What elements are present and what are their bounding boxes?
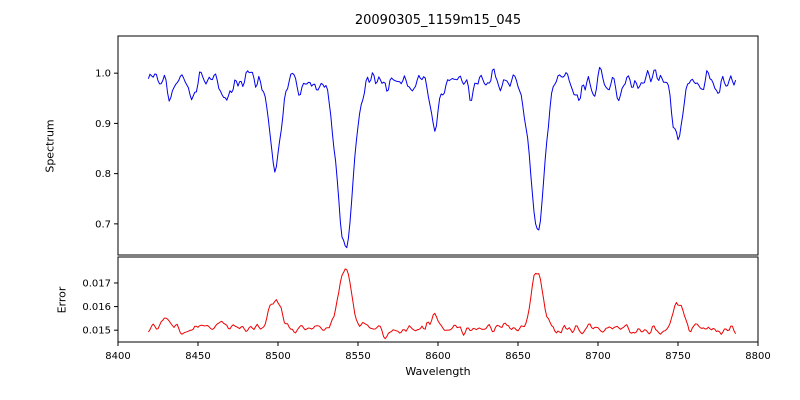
spectrum-axes-frame — [117, 35, 759, 256]
y-tick-label: 0.015 — [82, 326, 111, 337]
y-tick-label: 0.8 — [95, 169, 111, 180]
spectrum-line — [147, 66, 737, 249]
x-axis-label: Wavelength — [405, 365, 471, 378]
error-line — [147, 268, 737, 340]
x-tick-label: 8400 — [105, 351, 130, 362]
x-tick-label: 8650 — [505, 351, 530, 362]
x-tick-label: 8700 — [585, 351, 610, 362]
spectrum-panel: 0.7 0.8 0.9 1.0 — [95, 35, 759, 256]
x-tick-label: 8500 — [265, 351, 290, 362]
chart-title: 20090305_1159m15_045 — [354, 13, 522, 28]
x-tick-label: 8450 — [185, 351, 210, 362]
y-tick-label: 0.017 — [82, 278, 111, 289]
y-tick-label: 0.7 — [95, 219, 111, 230]
x-tick-label: 8800 — [745, 351, 770, 362]
error-panel: 0.015 0.016 0.017 8400 8450 8500 8550 8600 8650 8… — [82, 256, 771, 362]
x-tick-label: 8550 — [345, 351, 370, 362]
x-tick-label: 8750 — [665, 351, 690, 362]
error-axes-frame — [117, 256, 759, 343]
x-tick-label: 8600 — [425, 351, 450, 362]
y-tick-label: 0.016 — [82, 302, 111, 313]
y-tick-label: 0.9 — [95, 119, 111, 130]
y-tick-label: 1.0 — [95, 69, 111, 80]
